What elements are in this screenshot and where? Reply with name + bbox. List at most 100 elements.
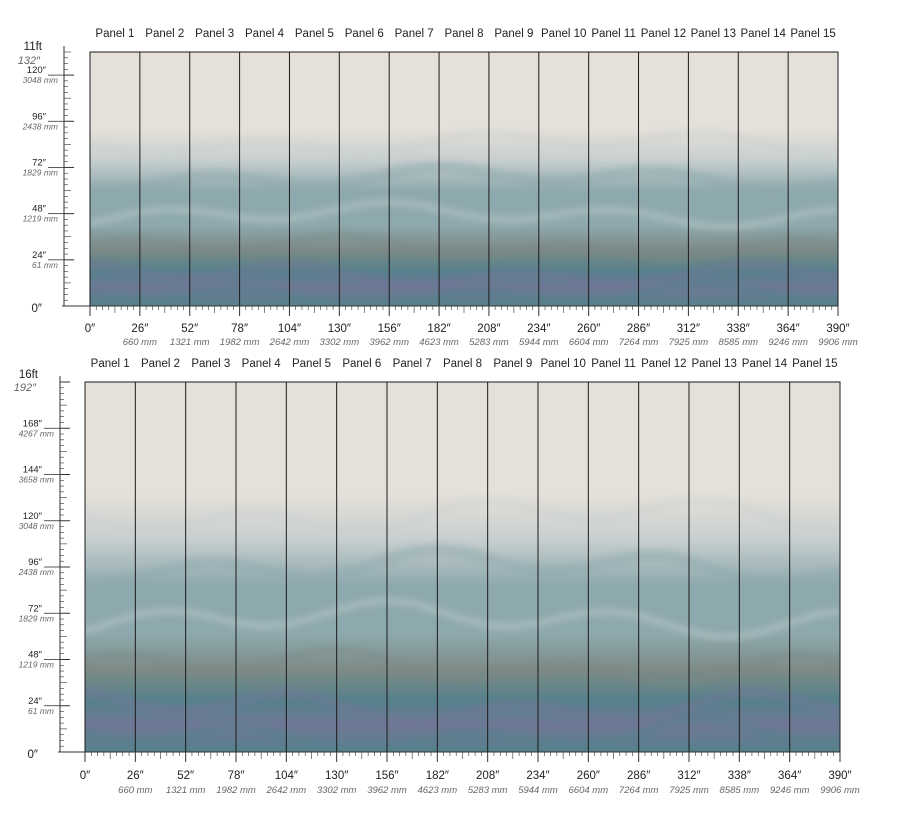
width-tick-label: 182″ — [426, 770, 449, 782]
height-tick-mm: 3658 mm — [19, 475, 54, 485]
height-tick-mm: 3048 mm — [23, 75, 58, 85]
height-tick-label: 72″ — [32, 157, 47, 168]
height-tick-label: 144″ — [23, 465, 43, 476]
height-tick-mm: 1219 mm — [23, 214, 58, 224]
width-tick-mm: 1321 mm — [166, 785, 206, 796]
width-tick-mm: 9246 mm — [768, 337, 808, 348]
width-tick-mm: 7925 mm — [669, 785, 709, 796]
width-tick-mm: 9906 mm — [820, 785, 860, 796]
panel-label: Panel 5 — [292, 358, 331, 370]
panel-label: Panel 12 — [641, 28, 686, 40]
width-tick-mm: 7264 mm — [619, 785, 659, 796]
panel-label: Panel 4 — [245, 28, 285, 40]
panel-label: Panel 3 — [195, 28, 234, 40]
width-tick-label: 26″ — [127, 770, 144, 782]
height-tick-label: 72″ — [28, 603, 43, 614]
width-tick-mm: 7264 mm — [619, 337, 659, 348]
height-tick-label: 96″ — [32, 111, 47, 122]
panel-label: Panel 1 — [91, 358, 130, 370]
width-tick-mm: 1982 mm — [220, 337, 260, 348]
height-tick-mm: 1829 mm — [19, 613, 54, 623]
mural-2: Panel 1 Panel 2 Panel 3 Panel 4 Panel 5 Panel… — [14, 358, 860, 796]
width-tick-label: 156″ — [375, 770, 398, 782]
width-tick-label: 312″ — [677, 770, 700, 782]
mist-band — [85, 543, 840, 591]
width-tick-label: 260″ — [577, 323, 600, 335]
width-tick-mm: 5283 mm — [469, 337, 509, 348]
width-tick-mm: 3962 mm — [369, 337, 409, 348]
width-tick-label: 364″ — [778, 770, 801, 782]
width-tick-label: 130″ — [325, 770, 348, 782]
panel-label: Panel 2 — [145, 28, 184, 40]
panel-label: Panel 2 — [141, 358, 180, 370]
width-tick-label: 390″ — [826, 323, 849, 335]
panel-label: Panel 15 — [792, 358, 837, 370]
width-tick-mm: 4623 mm — [419, 337, 459, 348]
panel-label: Panel 8 — [444, 28, 483, 40]
width-tick-mm: 8585 mm — [718, 337, 758, 348]
mist-band — [85, 596, 840, 641]
mist-band — [85, 495, 840, 536]
width-tick-mm: 1321 mm — [170, 337, 210, 348]
height-tick-mm: 61 mm — [28, 706, 54, 716]
height-feet-label: 11ft — [24, 41, 43, 53]
panel-label: Panel 11 — [591, 358, 636, 370]
width-tick-mm: 2642 mm — [269, 337, 310, 348]
width-tick-mm: 5283 mm — [468, 785, 508, 796]
height-tick-mm: 2438 mm — [22, 121, 58, 131]
mist-band — [90, 128, 838, 159]
width-tick-label: 286″ — [627, 323, 650, 335]
panel-label: Panel 7 — [393, 358, 432, 370]
panel-label: Panel 8 — [443, 358, 482, 370]
mural-artwork — [85, 382, 840, 752]
mist-band — [85, 646, 840, 687]
height-tick-mm: 1829 mm — [23, 167, 58, 177]
panel-label: Panel 3 — [191, 358, 230, 370]
height-tick-label: 120″ — [23, 511, 43, 522]
height-tick-label: 0″ — [32, 303, 42, 315]
width-tick-label: 390″ — [828, 770, 851, 782]
panel-label: Panel 4 — [242, 358, 282, 370]
height-tick-mm: 4267 mm — [19, 428, 54, 438]
width-tick-label: 104″ — [278, 323, 301, 335]
height-tick-label: 24″ — [32, 250, 47, 261]
width-tick-mm: 3962 mm — [367, 785, 407, 796]
width-tick-label: 208″ — [476, 770, 499, 782]
panel-label: Panel 1 — [95, 28, 134, 40]
height-tick-label: 48″ — [32, 204, 47, 215]
panel-label: Panel 11 — [591, 28, 636, 40]
panel-label: Panel 14 — [742, 358, 788, 370]
width-tick-mm: 9906 mm — [818, 337, 858, 348]
mist-band — [90, 160, 838, 197]
panel-label: Panel 12 — [641, 358, 686, 370]
width-tick-label: 312″ — [677, 323, 700, 335]
width-tick-label: 52″ — [177, 770, 194, 782]
height-total-label: 192″ — [14, 382, 37, 394]
width-tick-label: 78″ — [231, 323, 248, 335]
panel-label: Panel 6 — [342, 358, 381, 370]
width-tick-label: 156″ — [378, 323, 401, 335]
width-tick-label: 208″ — [477, 323, 500, 335]
width-tick-label: 338″ — [727, 323, 750, 335]
width-tick-label: 182″ — [427, 323, 450, 335]
width-tick-mm: 2642 mm — [266, 785, 307, 796]
panel-label: Panel 13 — [691, 358, 736, 370]
mist-band — [90, 259, 838, 292]
width-tick-mm: 5944 mm — [519, 337, 559, 348]
width-tick-mm: 660 mm — [123, 337, 157, 348]
width-tick-mm: 5944 mm — [518, 785, 558, 796]
panel-label: Panel 10 — [540, 358, 585, 370]
height-tick-label: 0″ — [28, 749, 38, 761]
width-tick-label: 364″ — [777, 323, 800, 335]
mural-1: Panel 1 Panel 2 Panel 3 Panel 4 Panel 5 Panel… — [18, 28, 858, 348]
height-tick-mm: 2438 mm — [18, 567, 54, 577]
width-tick-label: 78″ — [228, 770, 245, 782]
width-tick-label: 104″ — [275, 770, 298, 782]
panel-label: Panel 7 — [395, 28, 434, 40]
mist-band — [90, 197, 838, 231]
width-tick-mm: 3302 mm — [320, 337, 360, 348]
width-ruler: 0″ 26″ 660 mm 52″ 1321 mm 78″ 1982 mm 104″ 2642 … — [80, 751, 860, 796]
width-ruler: 0″ 26″ 660 mm 52″ 1321 mm 78″ 1982 mm 104″ 2642 … — [85, 305, 858, 348]
